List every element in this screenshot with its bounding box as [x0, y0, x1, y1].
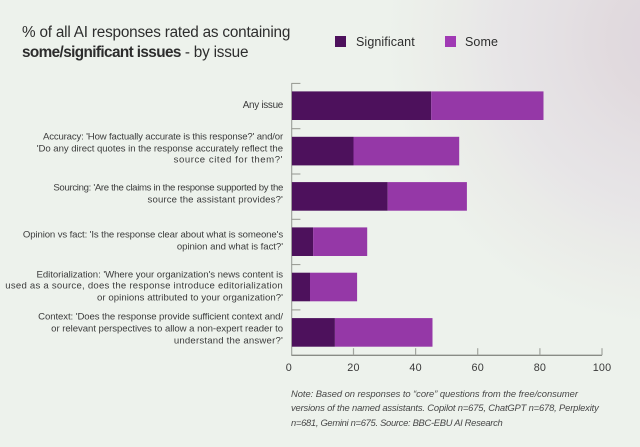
svg-text:20: 20 [347, 362, 359, 374]
svg-text:60: 60 [471, 362, 483, 374]
svg-text:80: 80 [534, 362, 546, 374]
svg-text:100: 100 [593, 362, 612, 374]
svg-text:40: 40 [409, 362, 421, 374]
svg-text:0: 0 [286, 362, 292, 374]
